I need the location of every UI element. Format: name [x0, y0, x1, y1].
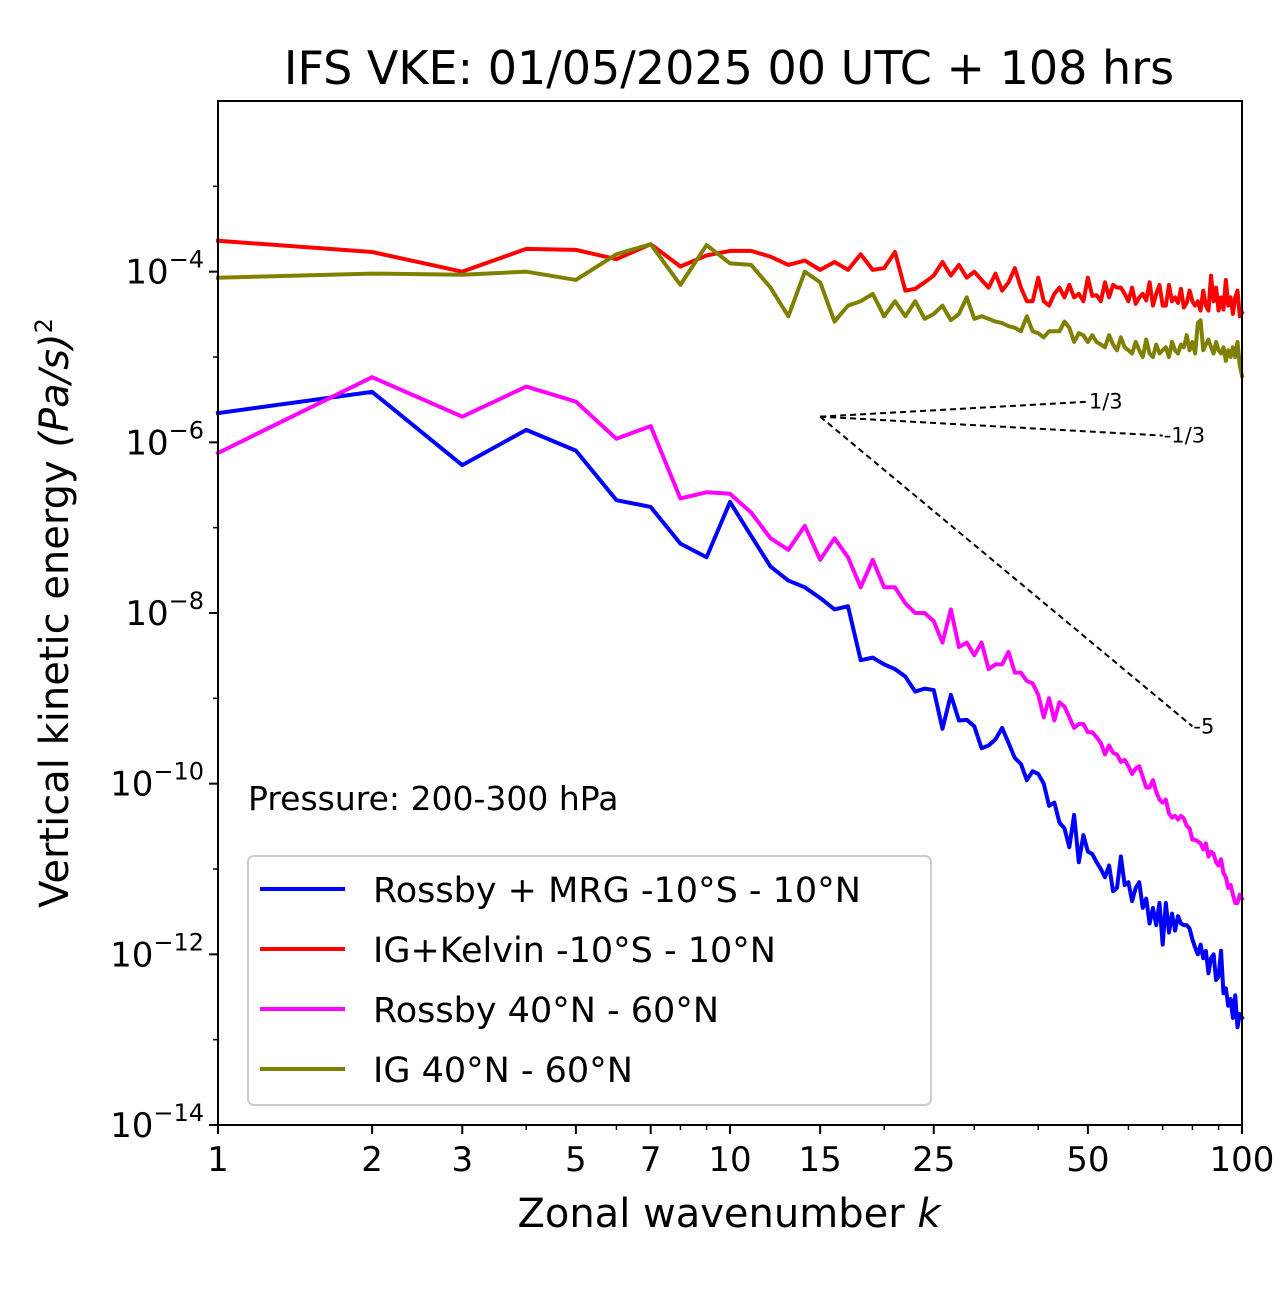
x-tick-label: 1	[207, 1140, 229, 1180]
x-axis-ticks: 1 2 3 5 7 10 15 25 50 100	[207, 1125, 1274, 1180]
x-tick-label: 10	[708, 1140, 751, 1180]
y-axis-label: Vertical kinetic energy (Pa/s)2	[30, 318, 78, 908]
x-axis-label-var: k	[917, 1191, 942, 1237]
chart-title: IFS VKE: 01/05/2025 00 UTC + 108 hrs	[284, 41, 1174, 95]
y-tick-label: 10−12	[110, 928, 204, 975]
slope-label-2: -5	[1193, 714, 1214, 738]
series-line-3	[215, 242, 1245, 379]
y-axis-label-exp: 2	[30, 318, 58, 333]
x-tick-label: 7	[640, 1140, 662, 1180]
series-layer	[215, 238, 1245, 1030]
x-tick-label: 25	[912, 1140, 955, 1180]
slope-line-2	[819, 415, 1194, 728]
slope-label-0: 1/3	[1089, 390, 1123, 414]
x-tick-label: 2	[361, 1140, 383, 1180]
x-tick-label: 15	[799, 1140, 842, 1180]
y-axis-ticks: 10−4 10−6 10−8 10−10 10−12 10−14	[110, 185, 218, 1146]
slope-line-1	[820, 415, 1163, 437]
y-tick-label: 10−4	[125, 246, 204, 293]
legend: Rossby + MRG -10°S - 10°N IG+Kelvin -10°S…	[247, 855, 932, 1106]
y-tick-label: 10−14	[110, 1099, 204, 1146]
y-tick-label: 10−10	[110, 758, 204, 805]
legend-box	[247, 855, 932, 1106]
slope-label-1: -1/3	[1164, 424, 1205, 448]
x-axis-label-text: Zonal wavenumber	[517, 1191, 905, 1237]
slope-line-0	[820, 400, 1088, 418]
y-axis-label-text: Vertical kinetic energy	[32, 460, 78, 908]
x-axis-label: Zonal wavenumber k	[517, 1191, 942, 1237]
legend-label-1: IG+Kelvin -10°S - 10°N	[373, 931, 776, 971]
legend-label-0: Rossby + MRG -10°S - 10°N	[373, 871, 861, 911]
reference-slope-lines: 1/3 -1/3 -5	[819, 390, 1214, 738]
pressure-annotation: Pressure: 200-300 hPa	[248, 779, 618, 818]
x-tick-label: 100	[1210, 1140, 1275, 1180]
y-axis-label-units: (Pa/s)	[32, 333, 78, 447]
y-tick-label: 10−6	[125, 416, 204, 463]
series-line-2	[215, 375, 1245, 905]
x-tick-label: 50	[1066, 1140, 1109, 1180]
series-line-1	[215, 238, 1245, 319]
legend-label-2: Rossby 40°N - 60°N	[373, 991, 719, 1031]
x-tick-label: 3	[451, 1140, 473, 1180]
series-line-0	[215, 389, 1245, 1030]
x-tick-label: 5	[565, 1140, 587, 1180]
y-tick-label: 10−8	[125, 587, 204, 634]
legend-label-3: IG 40°N - 60°N	[373, 1051, 633, 1091]
